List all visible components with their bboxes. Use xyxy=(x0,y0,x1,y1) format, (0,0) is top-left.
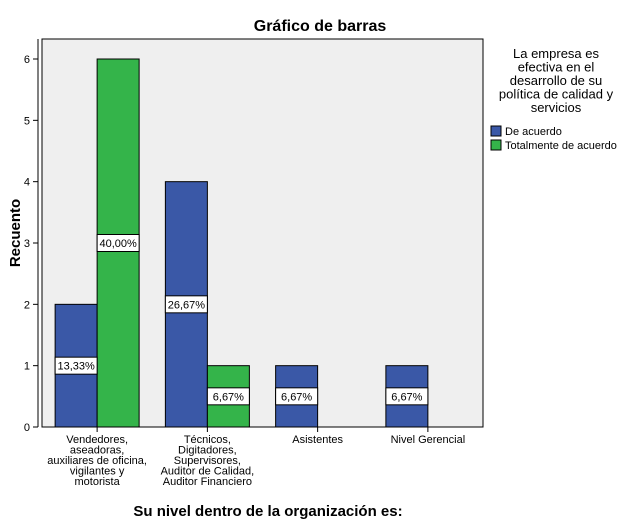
chart-title: Gráfico de barras xyxy=(254,18,387,35)
legend-swatch xyxy=(490,139,502,151)
legend-item-label: De acuerdo xyxy=(505,126,562,138)
y-tick-label: 4 xyxy=(24,177,30,189)
category-label: aseadoras, xyxy=(70,445,124,457)
y-tick-label: 0 xyxy=(24,422,30,434)
y-tick-label: 5 xyxy=(24,115,30,127)
data-label-box xyxy=(54,356,98,375)
legend-title: política de calidad y xyxy=(499,87,614,102)
legend-item-label: Totalmente de acuerdo xyxy=(505,140,617,152)
y-tick-label: 6 xyxy=(24,54,30,66)
category-label: vigilantes y xyxy=(70,466,125,478)
data-label-box xyxy=(164,295,208,314)
x-axis-title: Su nivel dentro de la organización es: xyxy=(133,503,402,520)
category-label: Asistentes xyxy=(292,434,343,446)
data-label: 6,67% xyxy=(213,391,244,403)
category-label: Supervisores, xyxy=(174,455,241,467)
y-axis-title: Recuento xyxy=(7,199,24,267)
category-label: Auditor Financiero xyxy=(163,476,252,488)
y-axis-ticks: 0 1 2 3 4 5 6 xyxy=(24,54,38,434)
legend-title: desarrollo de su xyxy=(510,73,603,88)
data-label: 40,00% xyxy=(99,238,137,250)
category-label: auxiliares de oficina, xyxy=(47,455,147,467)
data-label: 13,33% xyxy=(57,361,95,373)
data-label: 6,67% xyxy=(281,391,312,403)
y-tick-label: 2 xyxy=(24,299,30,311)
data-label-box xyxy=(275,387,319,406)
category-label: Vendedores, xyxy=(66,434,128,446)
data-label: 6,67% xyxy=(391,391,422,403)
y-tick-label: 1 xyxy=(24,361,30,373)
data-labels-group: 13,33% 40,00% 26,67% 6,67% 6,67% 6,67% xyxy=(54,234,429,406)
category-label: Digitadores, xyxy=(178,445,237,457)
data-label: 26,67% xyxy=(168,299,206,311)
data-label-box xyxy=(206,387,250,406)
legend-title: servicios xyxy=(531,100,582,115)
legend-swatch xyxy=(490,125,502,137)
data-label-box xyxy=(385,387,429,406)
data-label-box xyxy=(96,234,140,252)
y-tick-label: 3 xyxy=(24,238,30,250)
category-label: Nivel Gerencial xyxy=(391,434,466,446)
legend-title: efectiva en el xyxy=(518,60,595,75)
category-label: Auditor de Calidad, xyxy=(161,466,255,478)
category-label: motorista xyxy=(75,476,121,488)
category-label: Técnicos, xyxy=(184,434,231,446)
legend-title: La empresa es xyxy=(513,46,599,61)
x-axis-categories: Vendedores,aseadoras,auxiliares de ofici… xyxy=(47,427,465,488)
